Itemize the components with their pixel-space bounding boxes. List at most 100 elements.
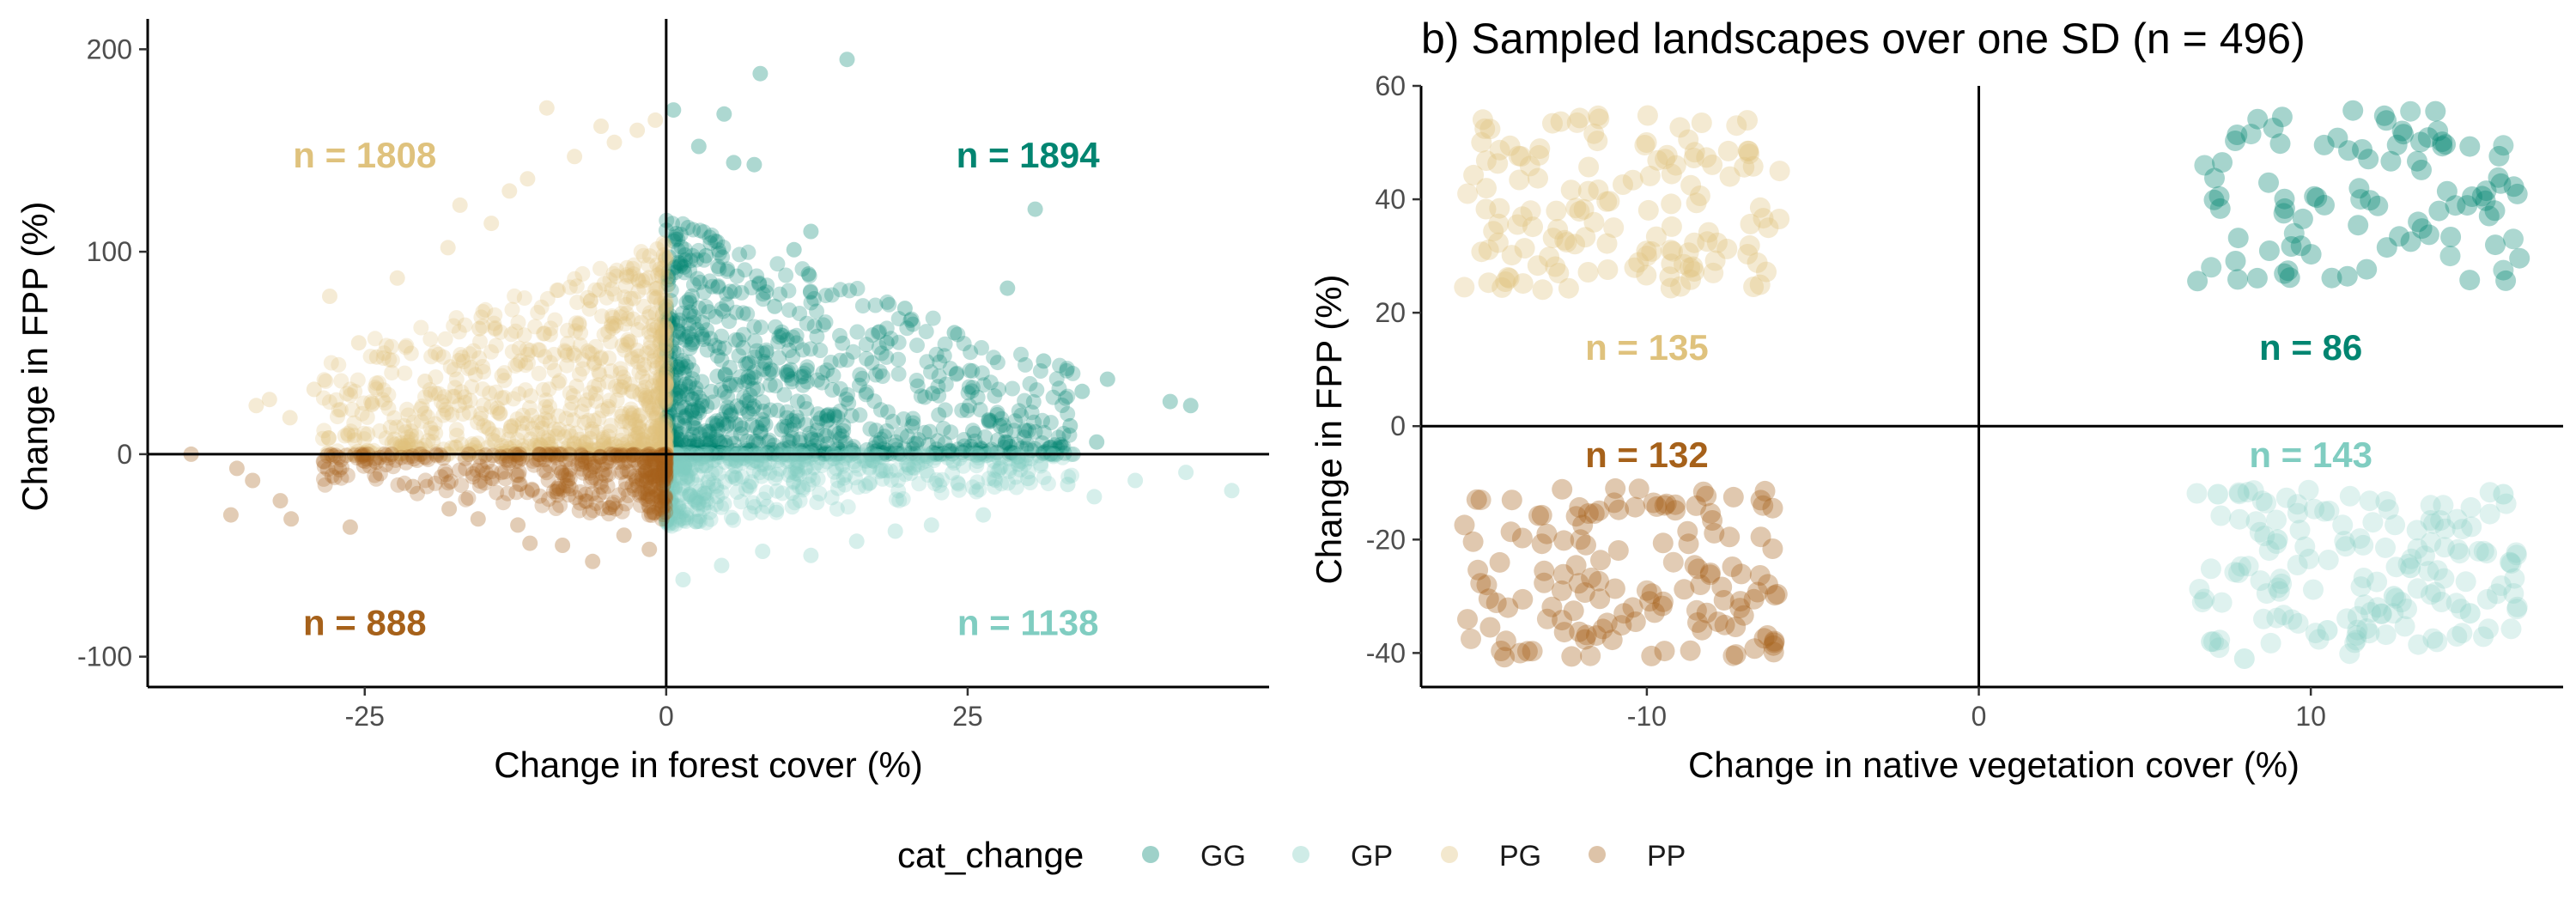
- point-gp: [1064, 467, 1079, 483]
- point-gp: [666, 481, 683, 497]
- point-gg: [963, 439, 979, 454]
- point-pg: [496, 372, 513, 388]
- point-gg: [1013, 407, 1030, 423]
- point-pg: [378, 430, 394, 447]
- point-gg: [778, 364, 794, 380]
- legend-label-pg: PG: [1499, 840, 1541, 873]
- point-gp: [674, 480, 690, 496]
- point-gg: [665, 374, 681, 391]
- point-gp: [714, 499, 730, 515]
- point-pp: [1744, 638, 1765, 660]
- point-gg: [736, 389, 752, 405]
- point-pg: [443, 440, 459, 456]
- point-pp: [465, 465, 481, 482]
- point-pp: [324, 468, 340, 483]
- point-pg: [1697, 231, 1718, 252]
- point-gg: [909, 378, 926, 394]
- point-gg: [825, 368, 841, 384]
- point-pg: [558, 410, 574, 427]
- point-gg: [2263, 118, 2284, 138]
- point-gp: [1127, 472, 1144, 489]
- point-gg: [802, 425, 818, 441]
- point-pp: [1764, 632, 1785, 654]
- point-gp: [671, 512, 687, 528]
- point-pp: [547, 447, 563, 464]
- count-label-gp: n = 143: [2249, 435, 2372, 475]
- point-gp: [795, 479, 811, 496]
- point-pp: [458, 460, 474, 477]
- point-gp: [692, 514, 708, 530]
- point-pg: [631, 273, 647, 289]
- point-gp: [969, 474, 986, 490]
- point-pg: [656, 428, 672, 444]
- point-pg: [647, 370, 664, 386]
- point-gg: [982, 413, 999, 429]
- point-pp: [1467, 559, 1489, 581]
- point-pp: [477, 475, 493, 491]
- point-gg: [794, 342, 811, 358]
- point-gg: [932, 354, 948, 370]
- point-pg: [416, 437, 433, 453]
- point-pp: [1569, 621, 1590, 642]
- point-pg: [645, 444, 661, 460]
- point-pp: [653, 497, 669, 514]
- point-pp: [600, 466, 617, 483]
- point-gg: [993, 410, 1010, 427]
- point-pp: [582, 463, 598, 479]
- point-gp: [2356, 618, 2378, 639]
- point-gg: [812, 410, 829, 426]
- point-gp: [2207, 483, 2228, 505]
- point-pp: [1531, 504, 1552, 526]
- point-gp: [829, 480, 846, 496]
- point-pg: [466, 437, 483, 453]
- point-gg: [716, 384, 732, 400]
- point-gg: [937, 435, 953, 452]
- point-gp: [2495, 493, 2517, 514]
- point-gg: [708, 417, 725, 434]
- point-gg: [849, 281, 866, 296]
- point-pg: [1479, 119, 1501, 140]
- point-pg: [623, 440, 639, 456]
- point-pg: [606, 315, 622, 331]
- point-pg: [504, 301, 520, 318]
- point-pp: [368, 454, 385, 471]
- point-gg: [779, 404, 795, 420]
- point-gg: [956, 336, 972, 352]
- point-pg: [635, 432, 651, 448]
- point-pp: [1511, 527, 1533, 549]
- point-pg: [1686, 192, 1707, 214]
- point-gp: [1040, 476, 1056, 492]
- point-gg: [682, 438, 698, 454]
- point-pg: [591, 377, 607, 393]
- point-pg: [620, 440, 636, 456]
- point-pg: [534, 420, 550, 436]
- point-gg: [877, 444, 893, 460]
- point-gg: [834, 428, 850, 444]
- point-pp: [1470, 489, 1492, 511]
- point-gg: [835, 335, 851, 351]
- point-pg: [582, 430, 598, 447]
- point-pg: [1583, 211, 1605, 233]
- point-gp: [1224, 483, 1240, 499]
- point-gg: [2348, 215, 2369, 236]
- point-gp: [791, 478, 807, 495]
- point-pg: [618, 267, 635, 283]
- point-gp: [677, 458, 693, 474]
- point-gp: [897, 466, 914, 483]
- point-pp: [617, 496, 634, 512]
- point-gp: [729, 484, 745, 500]
- point-pp: [458, 491, 474, 508]
- point-gg: [835, 423, 852, 439]
- point-pp: [245, 472, 261, 489]
- point-gp: [702, 511, 719, 527]
- point-pg: [536, 325, 551, 342]
- point-pp: [334, 459, 349, 476]
- point-gg: [957, 438, 973, 454]
- point-pp: [596, 483, 611, 500]
- point-gg: [1053, 436, 1069, 453]
- point-pg: [435, 398, 452, 414]
- point-gg: [963, 344, 979, 361]
- point-gp: [951, 476, 967, 492]
- point-gg: [660, 271, 677, 288]
- point-gg: [995, 417, 1012, 434]
